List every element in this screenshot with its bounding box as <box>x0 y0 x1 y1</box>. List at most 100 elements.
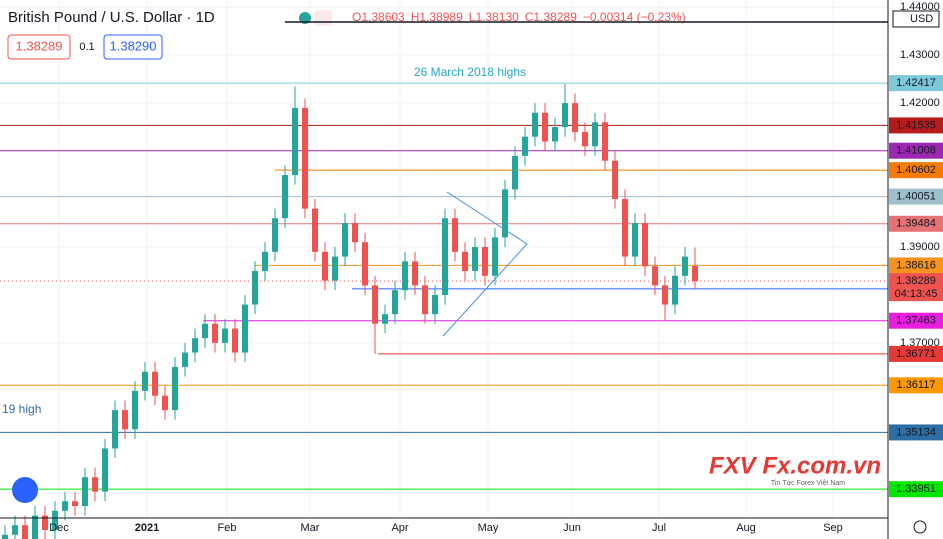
candle-body <box>12 525 18 535</box>
status-dot[interactable] <box>299 12 311 24</box>
annotation: 19 high <box>2 402 41 416</box>
spread: 0.1 <box>79 41 94 53</box>
candle-body <box>392 290 398 315</box>
countdown: 04:13:45 <box>895 288 938 300</box>
candle-body <box>192 338 198 353</box>
candle-body <box>402 261 408 291</box>
sell-price[interactable]: 1.38289 <box>16 38 63 53</box>
x-tick-label: May <box>478 522 499 534</box>
candle-body <box>292 107 298 176</box>
level-label: 1.40051 <box>896 191 936 203</box>
annotation: 26 March 2018 highs <box>414 65 526 79</box>
candle-body <box>232 328 238 353</box>
level-label: 1.36771 <box>896 348 936 360</box>
candle-body <box>312 208 318 252</box>
y-tick-label: 1.42000 <box>900 97 940 109</box>
candle-body <box>132 390 138 430</box>
level-label-box <box>889 481 943 498</box>
indicator-button[interactable] <box>314 10 332 26</box>
candle-body <box>552 127 558 142</box>
buy-button[interactable] <box>103 34 163 60</box>
candle-body <box>52 510 58 530</box>
settings-icon[interactable] <box>913 520 927 534</box>
y-tick-label: 1.44000 <box>900 1 940 13</box>
ohlc-value: −0.00314 (−0.23%) <box>583 10 686 24</box>
candle-body <box>92 477 98 492</box>
candle-body <box>412 261 418 286</box>
ohlc-value: L1.38130 <box>469 10 519 24</box>
candle-body <box>302 107 308 209</box>
candle-body <box>542 112 548 142</box>
candle-body <box>682 256 688 276</box>
symbol-title: British Pound / U.S. Dollar · 1D <box>8 9 215 26</box>
level-label-box <box>889 424 943 441</box>
candle-body <box>602 122 608 161</box>
candle-body <box>632 223 638 257</box>
buy-price[interactable]: 1.38290 <box>110 38 157 53</box>
candle-body <box>362 242 368 286</box>
candle-body <box>202 323 208 339</box>
x-tick-label: 2021 <box>135 522 159 534</box>
candle-body <box>452 218 458 252</box>
candle-body <box>462 251 468 271</box>
sell-button[interactable] <box>7 34 71 60</box>
candle-body <box>322 251 328 281</box>
candle-body <box>672 275 678 305</box>
candle-body <box>282 175 288 219</box>
candle-body <box>482 247 488 276</box>
candle-body <box>382 314 388 324</box>
candle-body <box>612 160 618 200</box>
level-label: 1.39484 <box>896 218 936 230</box>
watermark-tagline: Tin Tức Forex Việt Nam <box>771 480 845 487</box>
level-label-box <box>889 75 943 92</box>
level-label-box <box>889 377 943 394</box>
currency-selector[interactable] <box>892 10 940 28</box>
candle-body <box>572 103 578 132</box>
candle-body <box>442 218 448 295</box>
level-label: 1.37463 <box>896 315 936 327</box>
candles <box>2 83 698 539</box>
candle-body <box>82 477 88 507</box>
ohlc-value: H1.38989 <box>411 10 463 24</box>
candle-body <box>182 352 188 367</box>
candle-body <box>272 218 278 252</box>
currency[interactable]: USD <box>910 13 933 25</box>
candle-body <box>242 304 248 353</box>
overlay: 1.44000 1.43000 1.42000 1.39000 1.37000 Dec 20… <box>49 1 943 534</box>
level-label: 1.42417 <box>896 77 936 89</box>
candle-body <box>562 103 568 128</box>
candle-body <box>112 410 118 449</box>
y-tick-label: 1.43000 <box>900 49 940 61</box>
levels <box>0 82 888 490</box>
candle-body <box>622 199 628 257</box>
level-label: 1.41535 <box>896 119 936 131</box>
candle-body <box>22 525 28 539</box>
candle-body <box>72 501 78 507</box>
level-label-box <box>889 188 943 205</box>
candle-body <box>32 515 38 539</box>
candle-body <box>342 223 348 257</box>
y-tick-label: 1.37000 <box>900 337 940 349</box>
last-price-label: 1.38289 <box>896 275 936 287</box>
watermark-brand: FXV Fx.com.vn <box>709 452 881 479</box>
candle-body <box>2 534 8 539</box>
candle-body <box>42 515 48 530</box>
tradingview-logo[interactable] <box>12 477 38 503</box>
level-label: 1.41008 <box>896 145 936 157</box>
level-label: 1.33951 <box>896 483 936 495</box>
level-label-box <box>889 117 943 134</box>
level-label: 1.36117 <box>897 379 936 391</box>
candle-body <box>262 251 268 271</box>
level-label-box <box>889 257 943 274</box>
x-tick-label: Sep <box>823 522 843 534</box>
level-label-box <box>889 312 943 329</box>
x-tick-label: Dec <box>49 522 69 534</box>
candle-body <box>432 294 438 315</box>
candle-body <box>62 501 68 511</box>
ohlc-value: C1.38289 <box>525 10 577 24</box>
x-tick-label: Feb <box>218 522 237 534</box>
ohlc-legend: O1.38603 H1.38989 L1.38130 C1.38289 −0.00314… <box>352 10 686 24</box>
x-tick-label: Apr <box>391 522 408 534</box>
level-label: 1.40602 <box>896 164 936 176</box>
